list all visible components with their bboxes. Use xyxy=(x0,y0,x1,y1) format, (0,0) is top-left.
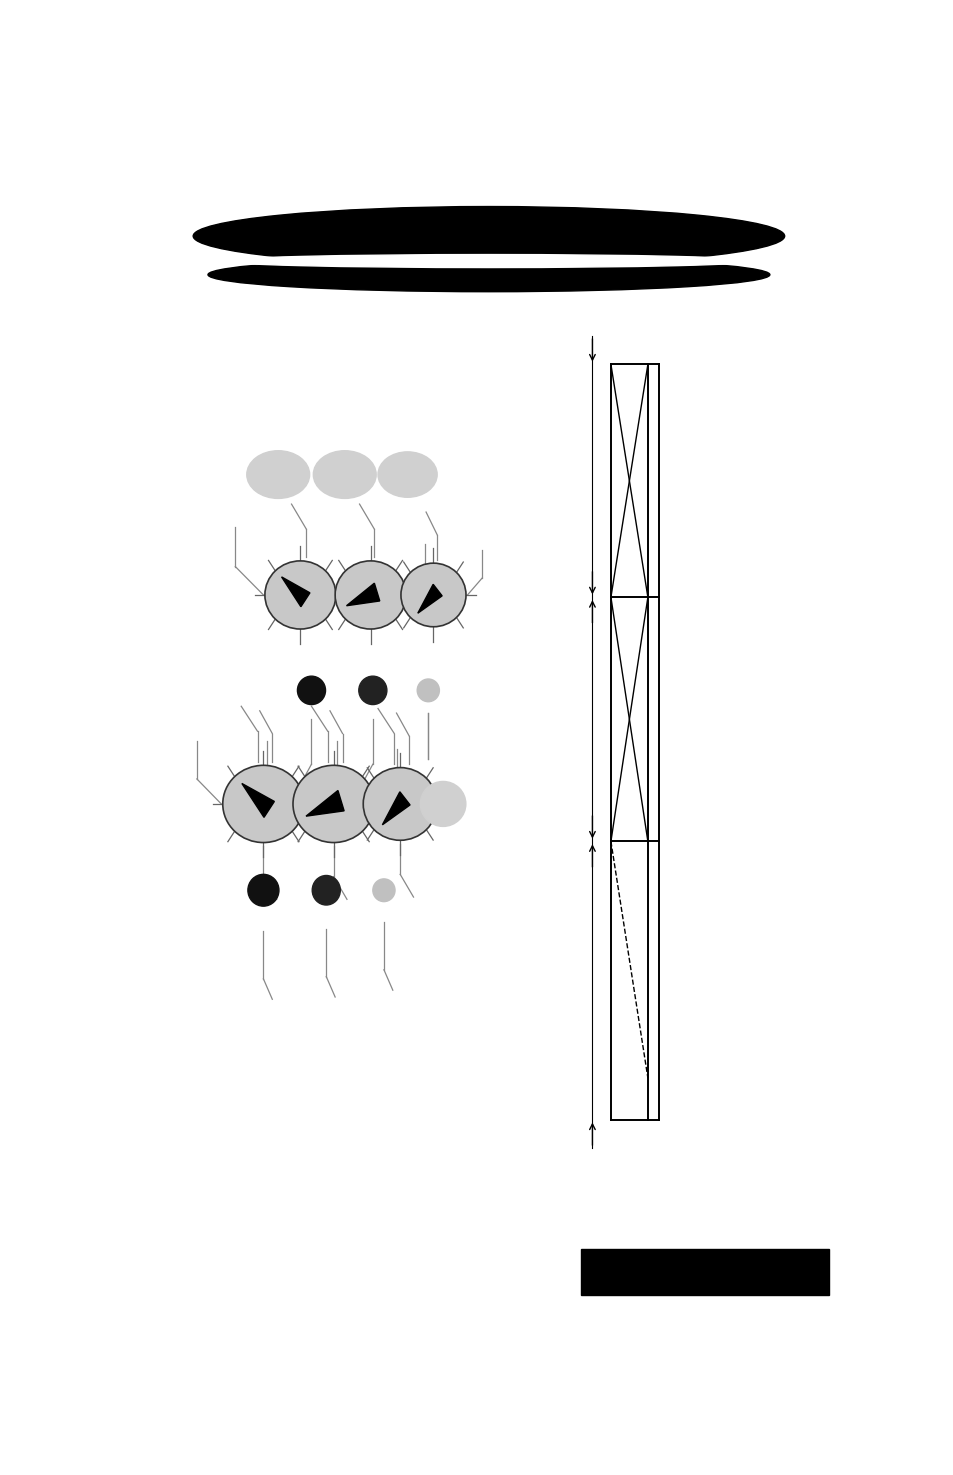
Ellipse shape xyxy=(247,451,310,499)
Ellipse shape xyxy=(312,876,340,906)
Ellipse shape xyxy=(193,207,783,266)
Polygon shape xyxy=(417,584,441,614)
Ellipse shape xyxy=(363,767,436,841)
Ellipse shape xyxy=(313,451,375,499)
Ellipse shape xyxy=(377,451,436,497)
Polygon shape xyxy=(382,792,410,825)
Polygon shape xyxy=(242,783,274,817)
Ellipse shape xyxy=(373,879,395,901)
Polygon shape xyxy=(306,791,344,816)
Polygon shape xyxy=(281,577,310,606)
Ellipse shape xyxy=(248,875,278,906)
Ellipse shape xyxy=(208,258,769,292)
Ellipse shape xyxy=(420,782,465,826)
Ellipse shape xyxy=(335,560,406,628)
Ellipse shape xyxy=(416,678,439,702)
Bar xyxy=(580,1249,828,1295)
Ellipse shape xyxy=(265,560,335,628)
Ellipse shape xyxy=(358,676,387,705)
Ellipse shape xyxy=(223,766,304,842)
Ellipse shape xyxy=(297,676,325,705)
Ellipse shape xyxy=(293,766,374,842)
Ellipse shape xyxy=(400,563,465,627)
Polygon shape xyxy=(346,583,379,606)
Ellipse shape xyxy=(222,255,755,267)
